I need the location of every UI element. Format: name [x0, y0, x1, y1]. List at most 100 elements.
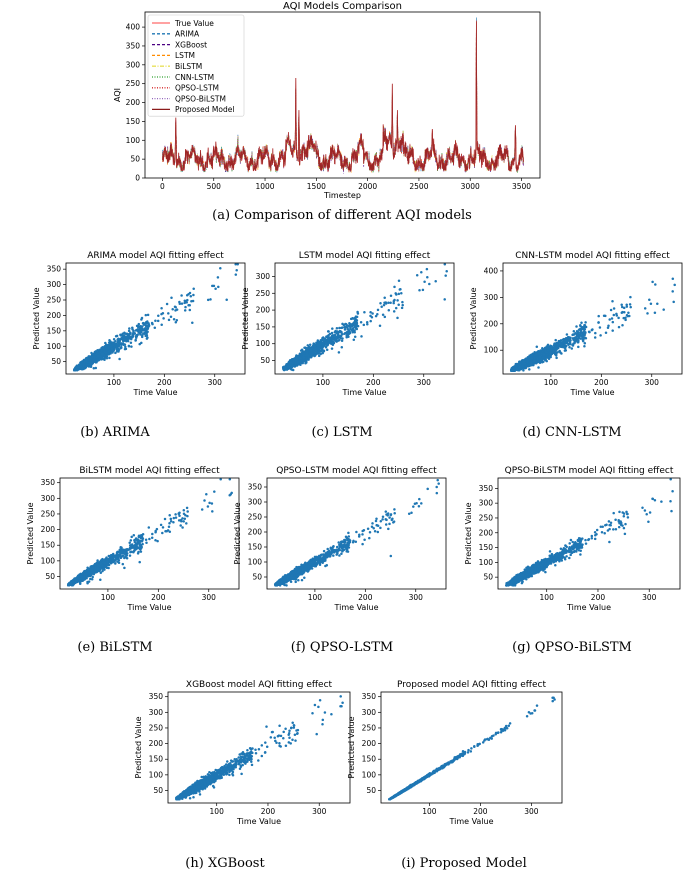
x-tick-label: 300 [208, 378, 223, 387]
scatter-point [92, 355, 96, 358]
chart-c-points [281, 263, 448, 372]
scatter-point [123, 334, 126, 338]
scatter-point [154, 319, 157, 323]
scatter-point [118, 357, 121, 361]
x-tick-label: 3500 [512, 182, 531, 191]
scatter-point [318, 350, 321, 354]
scatter-point [162, 317, 165, 320]
scatter-point [129, 341, 133, 344]
y-tick-label: 100 [47, 342, 62, 351]
scatter-point [320, 346, 324, 349]
scatter-point [673, 283, 676, 287]
scatter-point [444, 274, 447, 277]
legend-label: BiLSTM [175, 62, 202, 71]
scatter-point [423, 280, 426, 284]
scatter-point [327, 330, 330, 333]
scatter-point [188, 308, 192, 312]
scatter-point [151, 322, 154, 326]
scatter-point [337, 335, 341, 338]
scatter-point [394, 306, 398, 310]
scatter-point [216, 276, 220, 279]
chart-a-xlabel: Timestep [323, 191, 361, 200]
scatter-point [124, 345, 127, 349]
x-tick-label: 3000 [461, 182, 480, 191]
chart-a-title: AQI Models Comparison [283, 1, 402, 12]
scatter-point [137, 325, 140, 329]
scatter-point [145, 329, 149, 333]
scatter-point [579, 324, 582, 327]
x-tick-label: 2000 [358, 182, 377, 191]
scatter-point [214, 287, 217, 290]
scatter-point [380, 305, 383, 308]
scatter-point [184, 305, 187, 309]
scatter-point [608, 318, 611, 321]
series-line-proposed-model [162, 21, 524, 172]
scatter-point [284, 367, 288, 370]
scatter-point [383, 296, 386, 300]
scatter-point [175, 319, 179, 322]
scatter-point [323, 339, 326, 342]
scatter-point [112, 337, 116, 341]
scatter-point [77, 365, 81, 369]
legend-label: ARIMA [175, 30, 200, 39]
scatter-point [320, 341, 324, 345]
y-tick-label: 250 [47, 296, 62, 305]
scatter-point [219, 267, 222, 270]
scatter-point [80, 361, 84, 364]
scatter-point [123, 332, 126, 335]
scatter-point [211, 284, 214, 288]
scatter-point [313, 345, 317, 348]
scatter-point [217, 285, 220, 289]
scatter-point [396, 316, 399, 320]
scatter-point [167, 312, 170, 315]
scatter-point [206, 298, 210, 302]
scatter-point [620, 303, 623, 307]
scatter-point [392, 299, 396, 303]
scatter-point [139, 324, 143, 328]
scatter-point [114, 343, 117, 346]
scatter-point [360, 335, 363, 338]
scatter-point [648, 298, 651, 301]
scatter-point [111, 344, 115, 347]
scatter-point [628, 314, 631, 318]
scatter-point [671, 277, 675, 280]
scatter-point [353, 325, 356, 329]
y-tick-label: 50 [51, 357, 61, 366]
scatter-point [146, 320, 149, 323]
scatter-point [343, 332, 346, 335]
legend-label: XGBoost [175, 40, 207, 49]
scatter-point [327, 342, 330, 345]
scatter-point [599, 334, 602, 337]
scatter-point [328, 337, 331, 341]
scatter-point [116, 347, 120, 351]
y-tick-label: 150 [256, 322, 271, 331]
x-tick-label: 100 [316, 378, 331, 387]
y-tick-label: 300 [256, 272, 271, 281]
scatter-point [192, 293, 195, 297]
scatter-point [384, 301, 388, 304]
scatter-point [101, 346, 105, 350]
scatter-point [104, 345, 107, 349]
scatter-point [308, 343, 312, 346]
legend-label: QPSO-BiLSTM [175, 94, 226, 103]
scatter-point [340, 339, 344, 343]
scatter-point [418, 288, 421, 292]
scatter-point [156, 319, 160, 323]
scatter-point [161, 312, 165, 315]
scatter-point [126, 339, 130, 343]
scatter-point [330, 347, 334, 350]
scatter-point [140, 316, 144, 320]
scatter-point [317, 347, 321, 350]
scatter-point [110, 347, 114, 351]
scatter-point [100, 356, 103, 359]
legend-label: CNN-LSTM [175, 73, 214, 82]
scatter-point [115, 350, 119, 353]
scatter-point [434, 279, 437, 283]
scatter-point [185, 293, 189, 297]
scatter-point [563, 349, 567, 352]
scatter-point [602, 314, 606, 318]
scatter-point [188, 303, 191, 307]
scatter-point [305, 359, 308, 363]
